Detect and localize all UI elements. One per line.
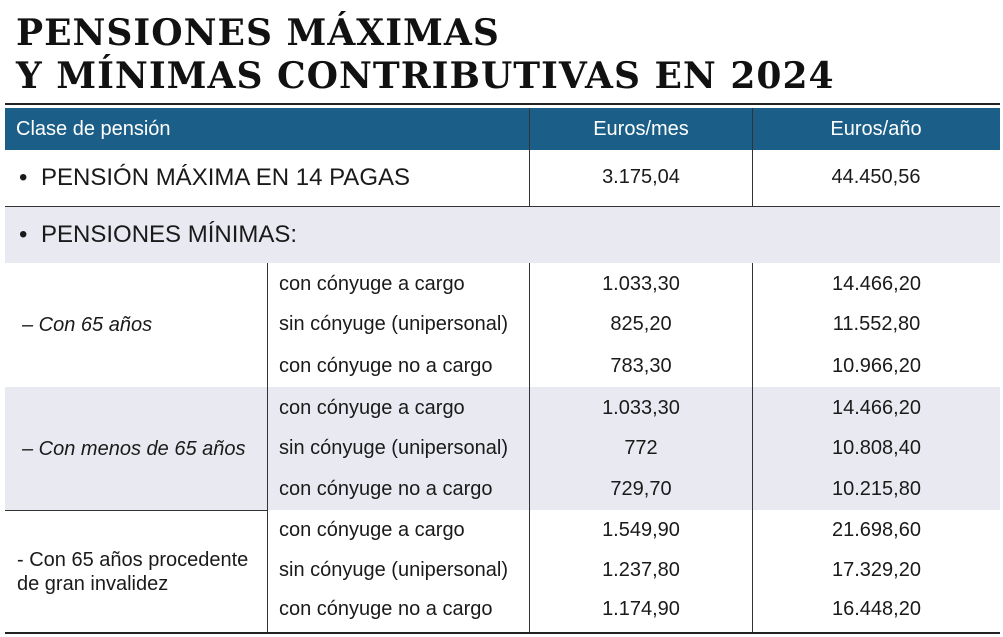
row-mes: 729,70 xyxy=(610,478,672,500)
col-divider xyxy=(752,263,753,632)
bullet: • xyxy=(19,221,28,248)
row-anio: 10.966,20 xyxy=(832,355,921,377)
row-mes: 1.174,90 xyxy=(602,598,680,620)
title-line-1: PENSIONES MÁXIMAS xyxy=(16,12,500,54)
bottom-rule xyxy=(5,632,1000,634)
row-tipo: con cónyuge a cargo xyxy=(279,519,465,541)
title-line-2: Y MÍNIMAS CONTRIBUTIVAS EN 2024 xyxy=(16,55,835,97)
row-mes: 1.033,30 xyxy=(602,397,680,419)
pension-maxima-label: PENSIÓN MÁXIMA EN 14 PAGAS xyxy=(41,164,410,191)
row-tipo: sin cónyuge (unipersonal) xyxy=(279,559,509,581)
row-anio: 10.215,80 xyxy=(832,478,921,500)
row-mes: 1.033,30 xyxy=(602,273,680,295)
header-clase: Clase de pensión xyxy=(16,118,171,140)
pension-maxima-anio: 44.450,56 xyxy=(831,166,921,188)
col-divider xyxy=(529,108,530,206)
group-label-line: de gran invalidez xyxy=(17,573,169,595)
row-mes: 825,20 xyxy=(610,313,672,335)
header-euros-mes: Euros/mes xyxy=(593,118,689,140)
row-tipo: con cónyuge a cargo xyxy=(279,273,465,295)
row-tipo: con cónyuge a cargo xyxy=(279,397,465,419)
row-anio: 17.329,20 xyxy=(832,559,921,581)
table-header: Clase de pensión Euros/mes Euros/año xyxy=(5,108,1000,150)
row-tipo: con cónyuge no a cargo xyxy=(279,355,493,377)
row-anio: 11.552,80 xyxy=(832,313,921,335)
group-label-menos-65: – Con menos de 65 años xyxy=(22,438,246,460)
group-label-line: - Con 65 años procedente xyxy=(17,549,249,571)
group-label-con-65: – Con 65 años xyxy=(22,314,153,336)
pensiones-minimas-label: PENSIONES MÍNIMAS: xyxy=(41,221,298,248)
row-pension-maxima: • PENSIÓN MÁXIMA EN 14 PAGAS 3.175,04 44.… xyxy=(5,150,1000,206)
row-anio: 14.466,20 xyxy=(832,397,921,419)
bullet: • xyxy=(19,164,28,191)
row-divider xyxy=(5,206,1000,207)
row-mes: 1.549,90 xyxy=(602,519,680,541)
row-anio: 16.448,20 xyxy=(832,598,921,620)
group-divider xyxy=(5,510,267,511)
row-pensiones-minimas: • PENSIONES MÍNIMAS: xyxy=(5,207,1000,263)
pension-maxima-mes: 3.175,04 xyxy=(602,166,680,188)
row-mes: 1.237,80 xyxy=(602,559,680,581)
col-divider xyxy=(752,108,753,206)
row-tipo: con cónyuge no a cargo xyxy=(279,598,493,620)
header-euros-anio: Euros/año xyxy=(830,118,922,140)
row-tipo: con cónyuge no a cargo xyxy=(279,478,493,500)
row-anio: 10.808,40 xyxy=(832,437,921,459)
group2-band xyxy=(5,387,1000,510)
row-anio: 21.698,60 xyxy=(832,519,921,541)
row-mes: 783,30 xyxy=(610,355,672,377)
top-rule xyxy=(5,103,1000,105)
row-tipo: sin cónyuge (unipersonal) xyxy=(279,313,509,335)
row-mes: 772 xyxy=(624,437,658,459)
minimas-band xyxy=(5,207,1000,263)
row-tipo: sin cónyuge (unipersonal) xyxy=(279,437,509,459)
col-divider xyxy=(267,263,268,632)
group-label-gran-invalidez: - Con 65 años procedente de gran invalid… xyxy=(17,548,248,596)
col-divider xyxy=(529,263,530,632)
page-title: PENSIONES MÁXIMAS Y MÍNIMAS CONTRIBUTIVA… xyxy=(16,12,835,98)
row-anio: 14.466,20 xyxy=(832,273,921,295)
